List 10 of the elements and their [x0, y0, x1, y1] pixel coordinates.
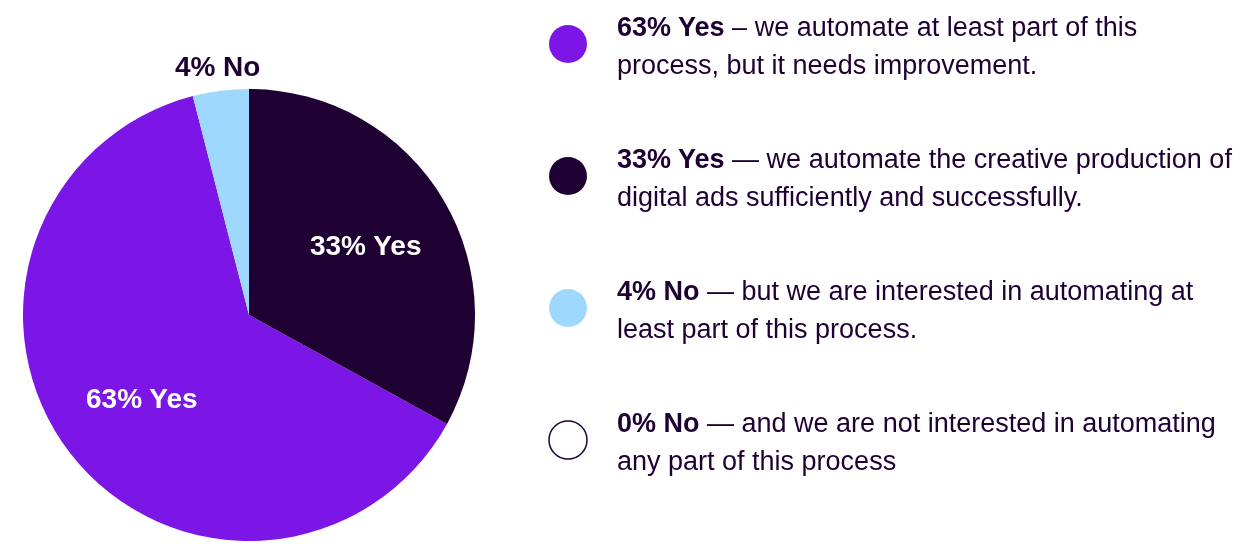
pie-slice — [192, 89, 249, 315]
legend-label: 0% No — and we are not interested in automating any part of this process — [617, 407, 1217, 478]
legend-label: 4% No — but we are interested in automating at least part of this process. — [617, 275, 1195, 346]
data-label: 33% Yes — [309, 230, 422, 262]
pie-slice — [23, 96, 448, 541]
legend-label: 63% Yes – we automate at least part of this process, but it needs improvement. — [617, 11, 1139, 82]
legend-label: 33% Yes — we automate the creative production of digital ads sufficiently and successfully. — [617, 143, 1232, 214]
data-label: 4% No — [174, 51, 261, 83]
data-label: 63% Yes — [86, 382, 198, 414]
pie-slice — [249, 89, 475, 424]
